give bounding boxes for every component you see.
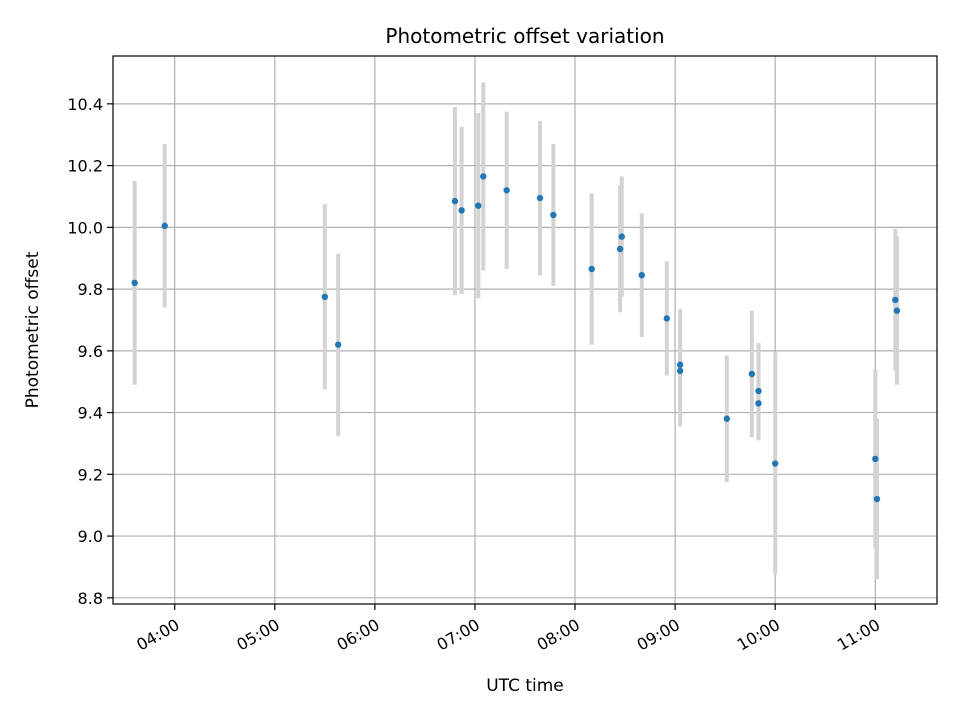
data-point bbox=[588, 265, 595, 273]
data-point bbox=[616, 245, 624, 253]
y-tick-label: 9.0 bbox=[78, 527, 103, 546]
y-tick-label: 9.2 bbox=[78, 465, 103, 484]
data-point bbox=[755, 387, 762, 395]
y-tick-label: 8.8 bbox=[78, 589, 103, 608]
data-point bbox=[321, 293, 329, 301]
data-point bbox=[663, 315, 670, 322]
data-point bbox=[893, 307, 901, 314]
data-point bbox=[676, 361, 684, 368]
data-point bbox=[618, 233, 625, 240]
grid bbox=[113, 56, 937, 604]
y-tick-label: 9.4 bbox=[78, 404, 103, 423]
y-tick-label: 9.8 bbox=[78, 280, 103, 299]
data-point bbox=[772, 460, 779, 467]
data-point bbox=[475, 202, 482, 209]
data-point bbox=[131, 279, 138, 287]
data-point bbox=[550, 211, 557, 219]
data-point bbox=[503, 187, 510, 194]
data-point bbox=[676, 367, 684, 375]
y-tick-label: 9.6 bbox=[78, 342, 103, 361]
y-tick-label: 10.4 bbox=[67, 95, 103, 114]
data-point bbox=[723, 415, 731, 422]
chart-title: Photometric offset variation bbox=[385, 24, 664, 48]
y-tick-label: 10.2 bbox=[67, 157, 103, 176]
data-point bbox=[755, 400, 762, 407]
data-point bbox=[638, 272, 645, 279]
y-axis: 8.8 9.0 9.2 9.4 9.6 9.8 10.0 10.2 10.4 bbox=[67, 95, 113, 608]
data-point bbox=[872, 455, 879, 463]
data-point bbox=[480, 173, 487, 180]
data-point bbox=[458, 207, 465, 214]
data-point bbox=[873, 495, 881, 503]
data-point bbox=[892, 296, 899, 304]
data-points bbox=[131, 173, 901, 503]
data-point bbox=[451, 197, 459, 205]
x-axis-label: UTC time bbox=[486, 676, 564, 696]
plot-frame bbox=[112, 55, 938, 605]
y-axis-label: Photometric offset bbox=[23, 251, 43, 408]
data-point bbox=[536, 194, 544, 202]
data-point bbox=[748, 370, 756, 378]
data-point bbox=[161, 222, 168, 230]
y-tick-label: 10.0 bbox=[67, 218, 103, 237]
data-point bbox=[334, 341, 342, 348]
